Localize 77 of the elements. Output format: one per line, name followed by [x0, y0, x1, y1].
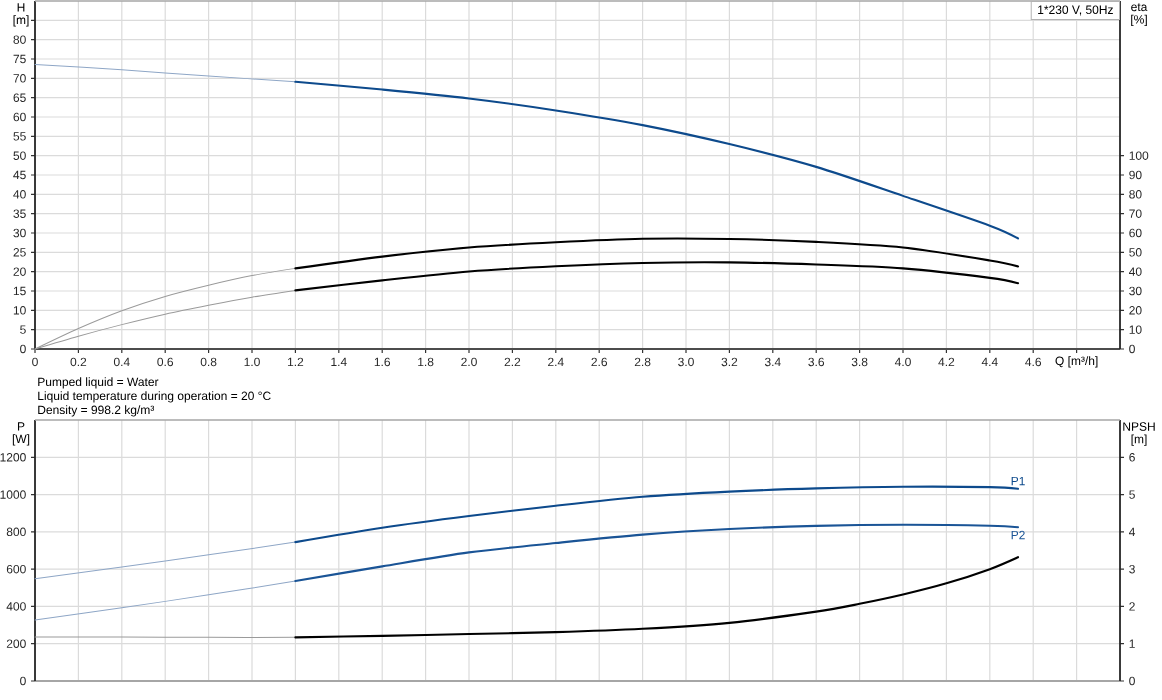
y-tick-label: 75	[13, 54, 26, 64]
x-tick-label: 0.4	[113, 357, 130, 367]
y-tick-label: 60	[13, 112, 26, 122]
x-tick-label: 0	[32, 357, 38, 367]
y-axis-title: H [m]	[13, 3, 29, 27]
y-tick-label: 0	[20, 676, 26, 686]
x-tick-label: 2.4	[548, 357, 564, 367]
y-tick-label: 25	[13, 248, 26, 257]
x-axis-title: Q [m³/h]	[1055, 356, 1098, 368]
x-tick-label: 3.6	[808, 357, 825, 367]
y-tick-label: 80	[13, 35, 26, 44]
x-tick-label: 4.4	[981, 357, 998, 366]
y-tick-label: 10	[13, 306, 26, 315]
annotation: 1*230 V, 50Hz	[1038, 5, 1113, 16]
y-tick-label: 400	[6, 602, 26, 611]
series-label: P1	[1011, 476, 1025, 486]
y2-tick-label: 20	[1129, 306, 1142, 315]
y2-tick-label: 0	[1129, 676, 1135, 686]
x-tick-label: 3.0	[678, 357, 694, 367]
y2-tick-label: 90	[1129, 170, 1142, 180]
y-tick-label: 200	[6, 639, 26, 648]
y2-tick-label: 3	[1129, 564, 1135, 574]
x-tick-label: 0.6	[157, 357, 174, 367]
x-tick-label: 3.4	[764, 357, 781, 367]
x-tick-label: 4.2	[938, 357, 955, 367]
y-tick-label: 50	[13, 151, 26, 160]
y-tick-label: 40	[13, 190, 26, 199]
x-tick-label: 2.0	[461, 357, 477, 367]
x-tick-label: 1.6	[374, 357, 391, 367]
y2-axis-title: NPSH [m]	[1123, 422, 1155, 446]
text: Density = 998.2 kg/m³	[38, 405, 155, 417]
y2-axis-title: eta [%]	[1131, 3, 1148, 27]
y2-tick-label: 30	[1129, 286, 1142, 296]
y2-tick-label: 6	[1129, 453, 1135, 462]
x-tick-label: 1.2	[287, 357, 304, 367]
y2-tick-label: 1	[1129, 639, 1135, 648]
series-label: P2	[1011, 530, 1025, 540]
y2-tick-label: 2	[1129, 602, 1135, 611]
y2-tick-label: 4	[1128, 527, 1136, 536]
x-tick-label: 2.6	[591, 357, 608, 367]
y2-tick-label: 50	[1129, 248, 1142, 257]
y-tick-label: 70	[13, 74, 26, 83]
y2-tick-label: 60	[1129, 228, 1142, 238]
x-tick-label: 0.2	[70, 357, 87, 367]
x-tick-label: 1.4	[331, 357, 347, 366]
x-tick-label: 1.8	[418, 357, 434, 367]
x-tick-label: 0.8	[200, 357, 217, 367]
y2-tick-label: 70	[1129, 209, 1142, 218]
y2-tick-label: 80	[1129, 190, 1142, 199]
y-tick-label: 35	[13, 209, 26, 218]
y2-tick-label: 40	[1128, 267, 1142, 276]
text: Pumped liquid = Water	[38, 377, 159, 389]
y-tick-label: 1200	[0, 453, 26, 462]
y-tick-label: 800	[6, 527, 26, 537]
y-tick-label: 15	[13, 286, 26, 296]
y-tick-label: 30	[13, 228, 26, 238]
x-tick-label: 2.2	[504, 357, 521, 367]
y-tick-label: 0	[20, 344, 26, 354]
x-tick-label: 1.0	[244, 357, 260, 367]
y2-tick-label: 10	[1129, 325, 1142, 334]
y-axis-title: P [W]	[12, 422, 30, 446]
y2-tick-label: 0	[1129, 344, 1135, 354]
text: Liquid temperature during operation = 20 °C	[38, 391, 271, 403]
y2-tick-label: 5	[1129, 490, 1135, 499]
x-tick-label: 3.8	[851, 357, 868, 367]
x-tick-label: 4.6	[1025, 357, 1042, 367]
y-tick-label: 1000	[0, 490, 26, 499]
y-tick-label: 45	[13, 170, 26, 180]
x-tick-label: 3.2	[721, 357, 738, 367]
y-tick-label: 65	[13, 93, 26, 102]
y2-tick-label: 100	[1129, 151, 1149, 160]
y-tick-label: 5	[20, 325, 26, 334]
y-tick-label: 20	[13, 267, 26, 276]
y-tick-label: 55	[13, 132, 26, 141]
x-tick-label: 2.8	[634, 357, 651, 367]
y-tick-label: 600	[6, 564, 26, 574]
x-tick-label: 4.0	[894, 357, 911, 367]
